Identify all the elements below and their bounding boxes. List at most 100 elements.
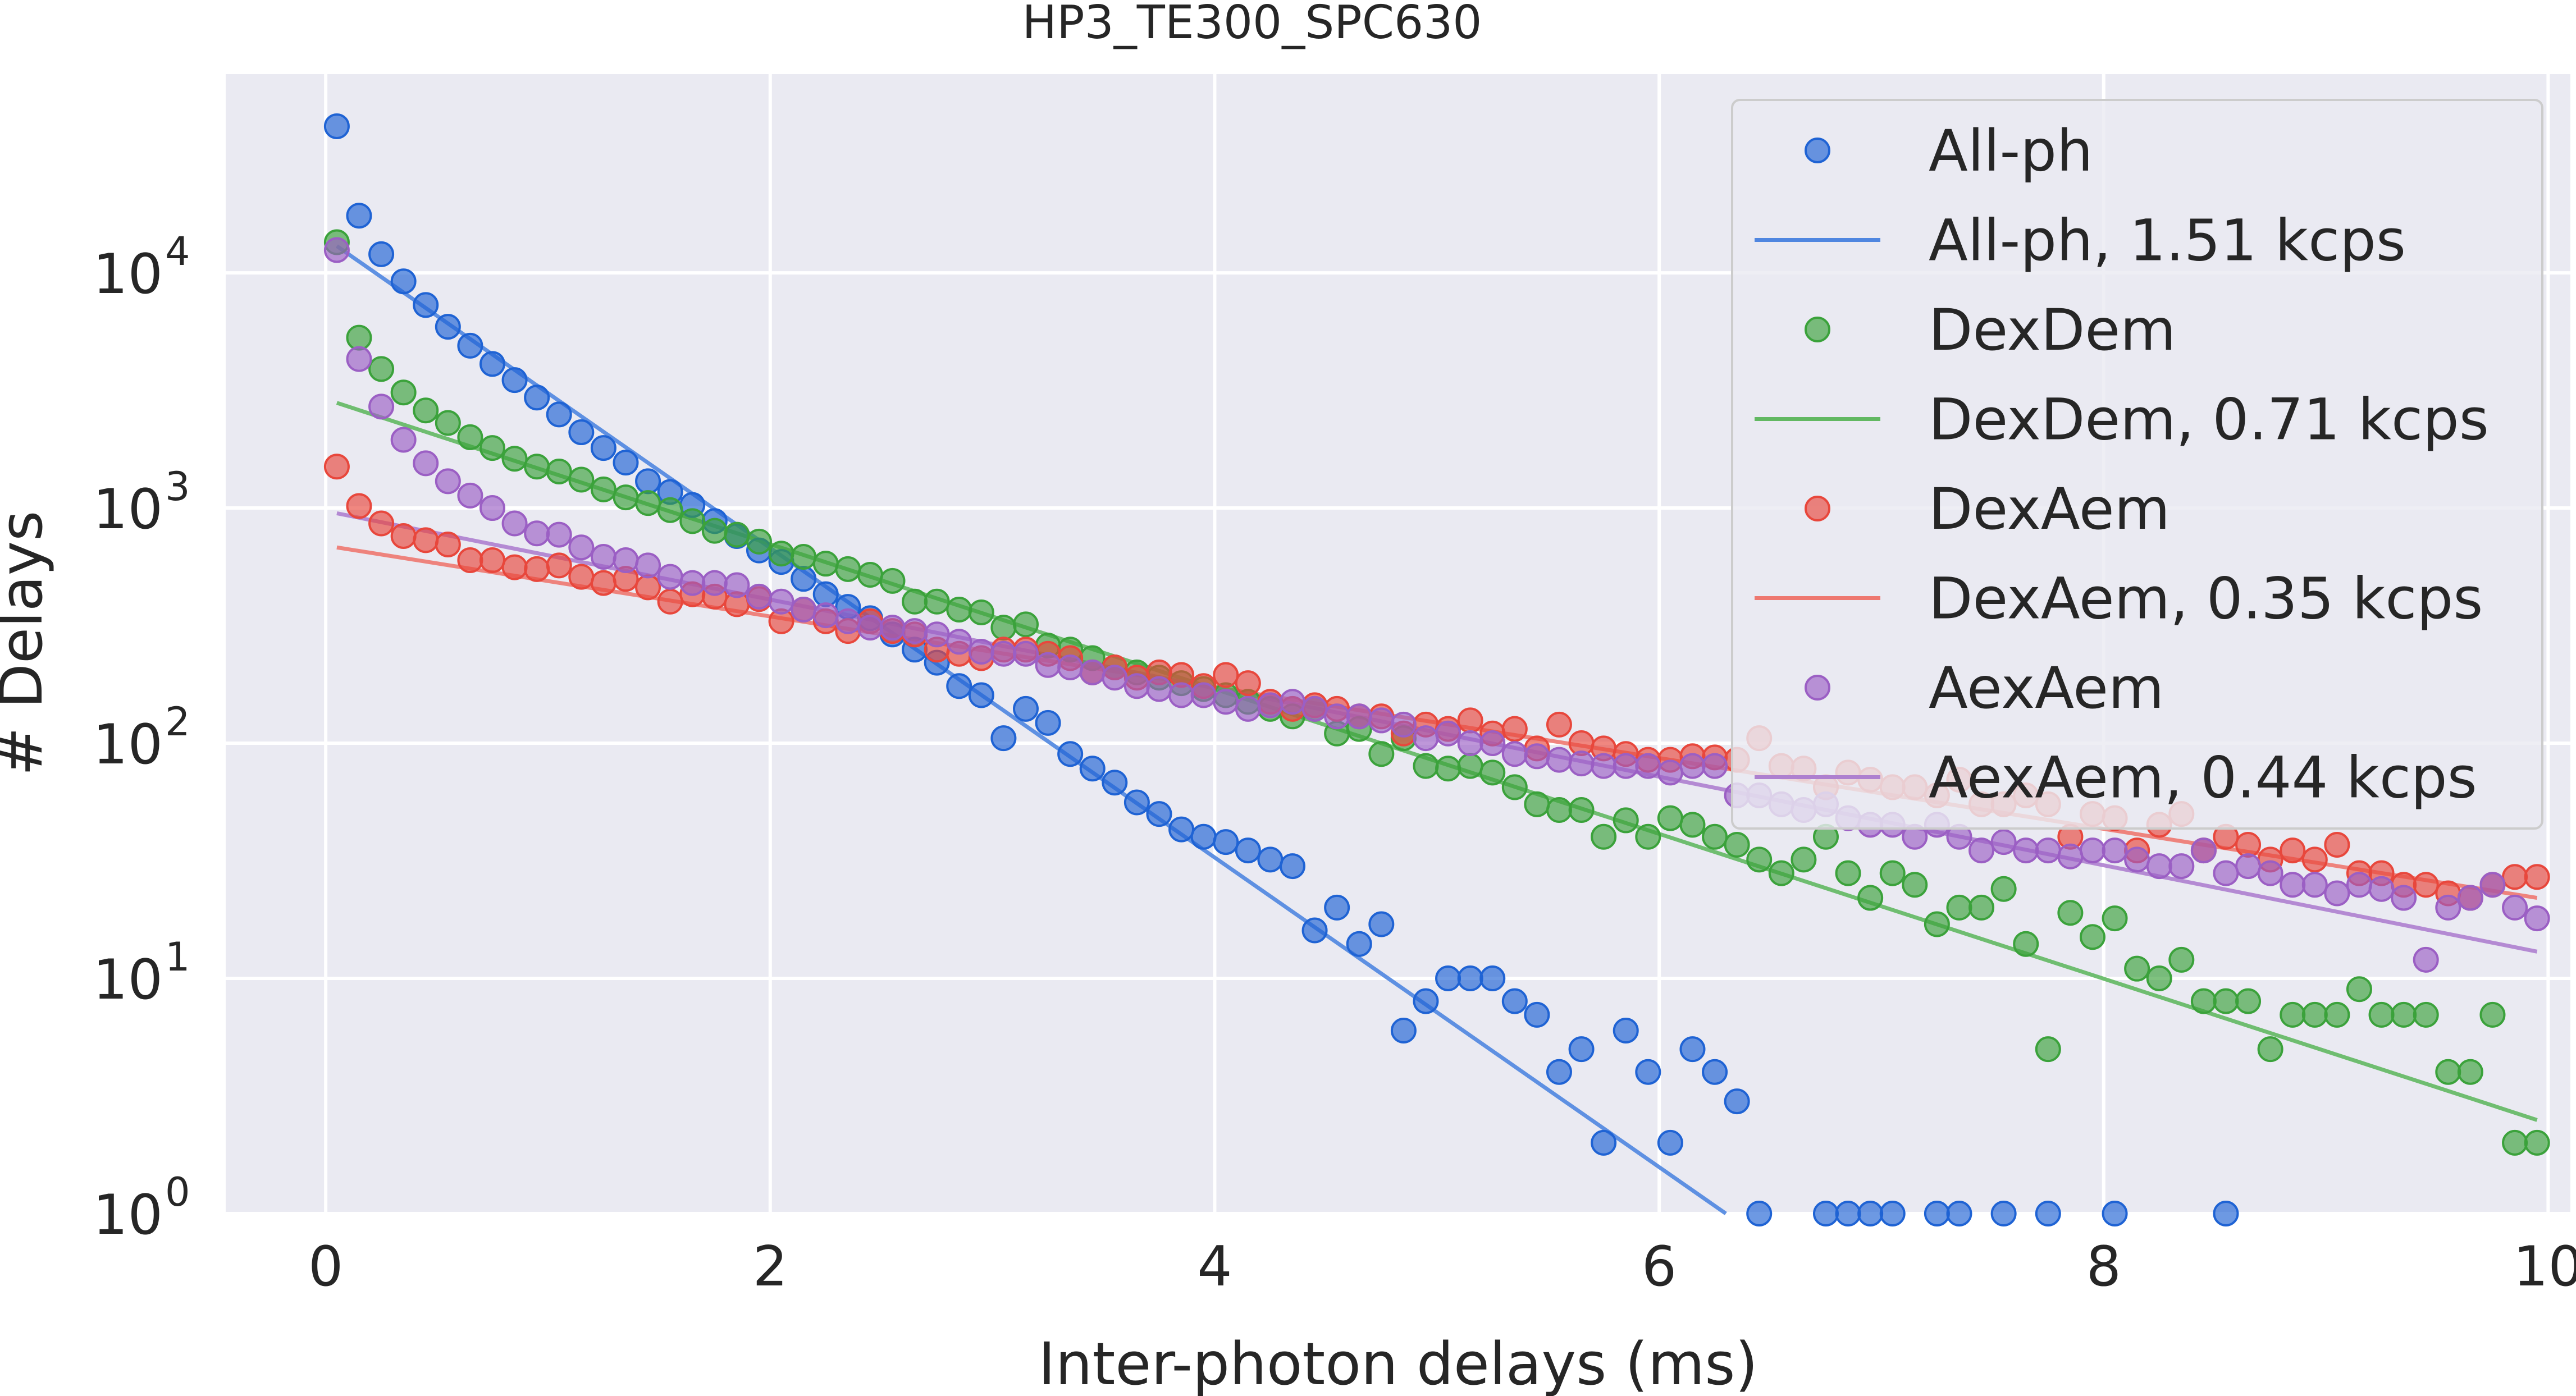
data-point: [1457, 753, 1483, 779]
data-point: [1079, 659, 1106, 685]
data-point: [657, 497, 683, 523]
data-point: [1924, 911, 1950, 937]
legend-label: AexAem, 0.44 kcps: [1929, 745, 2477, 812]
data-point: [1435, 965, 1461, 992]
data-point: [1301, 695, 1328, 722]
data-point: [1102, 770, 1128, 796]
data-point: [590, 544, 616, 570]
data-point: [924, 588, 950, 615]
data-point: [2280, 872, 2306, 898]
data-point: [1123, 789, 1150, 816]
data-point: [1479, 730, 1506, 757]
data-point: [1702, 823, 1728, 850]
data-point: [457, 424, 483, 450]
y-tick-exponent: 0: [165, 1169, 190, 1215]
data-point: [1990, 1201, 2017, 1226]
data-point: [879, 615, 906, 641]
y-tick-label: 10: [93, 478, 163, 542]
data-point: [2368, 1001, 2395, 1028]
data-point: [1990, 876, 2017, 902]
data-point: [2213, 860, 2239, 886]
data-point: [1724, 1088, 1750, 1115]
data-point: [990, 640, 1017, 667]
data-point: [2413, 1001, 2439, 1028]
data-point: [1012, 611, 1039, 638]
data-point: [2102, 1201, 2128, 1226]
data-point: [2235, 988, 2262, 1014]
data-point: [613, 450, 639, 476]
data-point: [1924, 1201, 1950, 1226]
data-point: [1235, 695, 1261, 722]
data-point: [1657, 805, 1683, 831]
data-point: [2235, 853, 2262, 880]
data-point: [968, 682, 994, 708]
data-point: [1102, 665, 1128, 691]
data-point: [990, 615, 1017, 641]
data-point: [2035, 1201, 2061, 1226]
data-point: [1546, 711, 1572, 738]
data-point: [1591, 823, 1617, 850]
data-point: [2079, 837, 2105, 864]
data-point: [568, 534, 595, 561]
data-point: [657, 588, 683, 615]
data-point: [1835, 860, 1861, 886]
data-point: [2035, 837, 2061, 864]
data-point: [1168, 682, 1195, 708]
data-point: [501, 554, 528, 580]
data-point: [768, 588, 794, 615]
legend-box: [1731, 99, 2543, 830]
data-point: [1123, 673, 1150, 699]
data-point: [1035, 710, 1061, 736]
chart-title: HP3_TE300_SPC630: [1022, 0, 1482, 49]
data-point: [701, 570, 728, 596]
data-point: [1168, 816, 1195, 843]
data-point: [323, 454, 350, 480]
y-tick-exponent: 2: [165, 699, 190, 745]
data-point: [390, 427, 417, 453]
data-point: [390, 523, 417, 549]
data-point: [968, 599, 994, 625]
data-point: [2457, 885, 2483, 911]
data-point: [1568, 1036, 1595, 1063]
data-point: [2102, 837, 2128, 864]
data-point: [2057, 900, 2084, 926]
data-point: [1568, 750, 1595, 777]
x-tick-labels: 0 2 4 6 8 10: [308, 1235, 2576, 1299]
data-point: [323, 113, 350, 139]
data-point: [1879, 860, 1906, 886]
data-point: [2391, 1001, 2417, 1028]
data-point: [768, 541, 794, 567]
data-point: [1679, 1036, 1706, 1063]
data-point: [1635, 1059, 1661, 1085]
legend-label: DexAem, 0.35 kcps: [1929, 566, 2483, 633]
data-point: [2479, 1001, 2506, 1028]
data-point: [1457, 707, 1483, 734]
y-tick-exponent: 3: [165, 464, 190, 510]
data-point: [812, 602, 839, 629]
data-point: [1479, 965, 1506, 992]
data-point: [2324, 880, 2350, 907]
data-point: [2502, 864, 2528, 890]
data-point: [1501, 741, 1528, 767]
data-point: [1012, 640, 1039, 667]
data-point: [1279, 853, 1305, 880]
data-point: [724, 572, 750, 598]
legend-label: DexDem, 0.71 kcps: [1929, 387, 2489, 454]
data-point: [1012, 695, 1039, 722]
data-point: [1546, 797, 1572, 823]
data-point: [1435, 720, 1461, 747]
data-point: [524, 385, 550, 411]
data-point: [1635, 753, 1661, 779]
data-point: [812, 551, 839, 577]
data-point: [1146, 801, 1172, 827]
data-point: [2457, 1059, 2483, 1085]
data-point: [1435, 756, 1461, 782]
data-point: [613, 484, 639, 511]
data-point: [2524, 864, 2550, 890]
legend-label: All-ph, 1.51 kcps: [1929, 208, 2406, 274]
data-point: [635, 574, 661, 601]
legend-marker: [1805, 675, 1830, 701]
data-point: [1257, 846, 1284, 873]
data-point: [346, 346, 372, 372]
data-point: [524, 520, 550, 547]
